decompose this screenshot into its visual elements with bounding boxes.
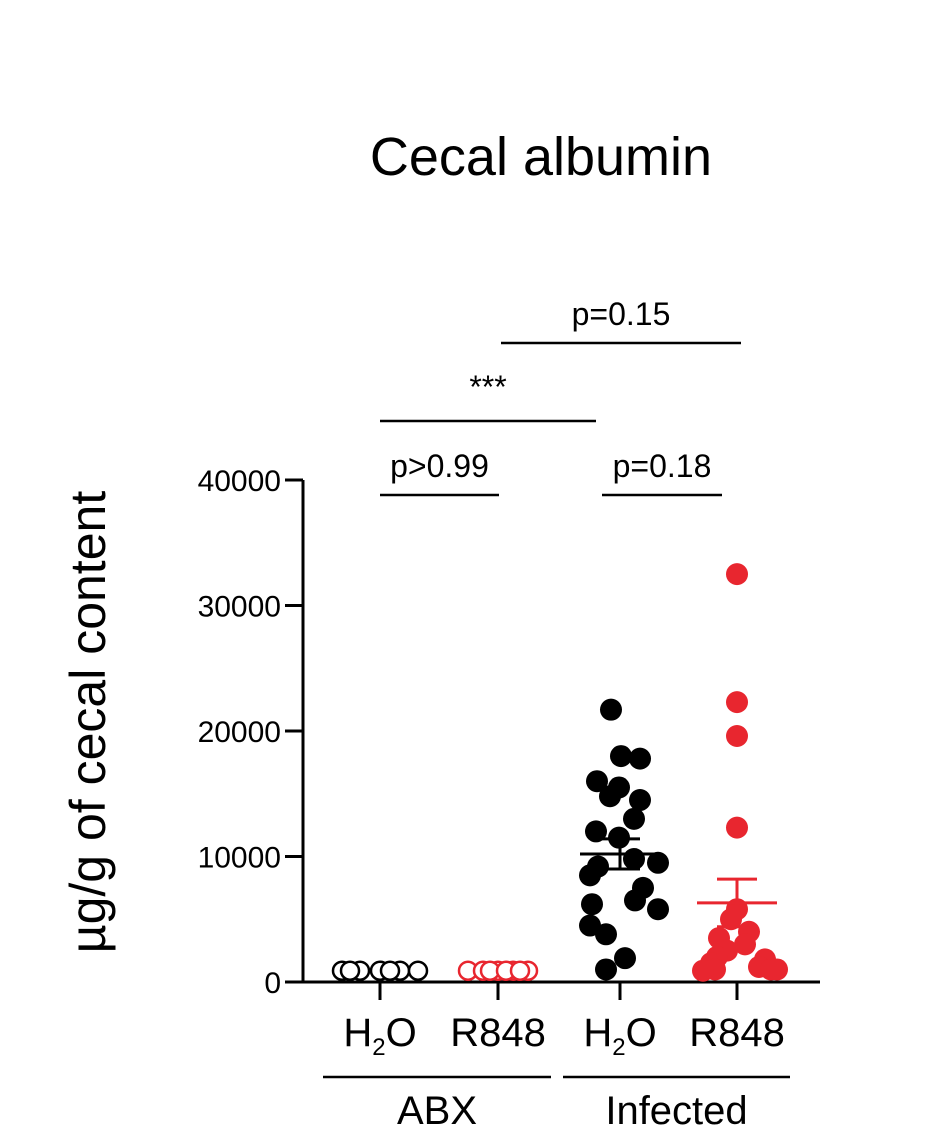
significance-annotations: p>0.99 p=0.18 *** p=0.15 bbox=[380, 296, 741, 497]
data-point bbox=[379, 960, 401, 981]
data-point bbox=[407, 960, 429, 981]
data-point bbox=[579, 914, 601, 937]
data-point bbox=[726, 691, 748, 714]
x-category-label: R848 bbox=[450, 1011, 546, 1055]
data-point bbox=[766, 958, 788, 981]
group-label: ABX bbox=[397, 1089, 477, 1133]
y-tick-label: 0 bbox=[264, 967, 281, 1000]
data-point bbox=[600, 698, 622, 721]
data-point bbox=[624, 889, 646, 912]
data-point bbox=[586, 770, 608, 793]
data-point bbox=[581, 893, 603, 916]
significance-label: p>0.99 bbox=[390, 448, 489, 484]
significance-label: *** bbox=[469, 369, 506, 405]
x-category-label: H2O bbox=[343, 1011, 416, 1061]
y-axis-label: µg/g of cecal content bbox=[60, 491, 116, 954]
data-point bbox=[610, 745, 632, 768]
group-labels: ABX Infected bbox=[323, 1075, 790, 1133]
group-label: Infected bbox=[605, 1089, 747, 1133]
chart-title: Cecal albumin bbox=[370, 127, 712, 187]
data-point bbox=[579, 864, 601, 887]
mean-sem-bars bbox=[580, 837, 777, 929]
significance-label: p=0.18 bbox=[613, 448, 712, 484]
data-point bbox=[614, 947, 636, 970]
data-point bbox=[623, 848, 645, 871]
data-point bbox=[595, 958, 617, 981]
data-point bbox=[595, 923, 617, 946]
y-tick-label: 30000 bbox=[198, 591, 281, 624]
data-point bbox=[726, 725, 748, 748]
x-category-label: H2O bbox=[583, 1011, 656, 1061]
data-point bbox=[692, 959, 714, 982]
data-point bbox=[629, 789, 651, 812]
data-point bbox=[734, 933, 756, 956]
y-tick-label: 10000 bbox=[198, 842, 281, 875]
data-point bbox=[629, 747, 651, 770]
data-point bbox=[726, 563, 748, 586]
data-point bbox=[339, 960, 361, 981]
data-points bbox=[331, 563, 788, 982]
significance-label: p=0.15 bbox=[572, 296, 671, 332]
data-point bbox=[509, 960, 531, 981]
y-tick-label: 40000 bbox=[198, 465, 281, 498]
data-point bbox=[647, 851, 669, 874]
data-point bbox=[726, 816, 748, 839]
data-point bbox=[647, 898, 669, 921]
data-point bbox=[599, 785, 621, 808]
x-category-label: R848 bbox=[689, 1011, 785, 1055]
y-tick-label: 20000 bbox=[198, 716, 281, 749]
data-point bbox=[623, 807, 645, 830]
data-point bbox=[585, 820, 607, 843]
